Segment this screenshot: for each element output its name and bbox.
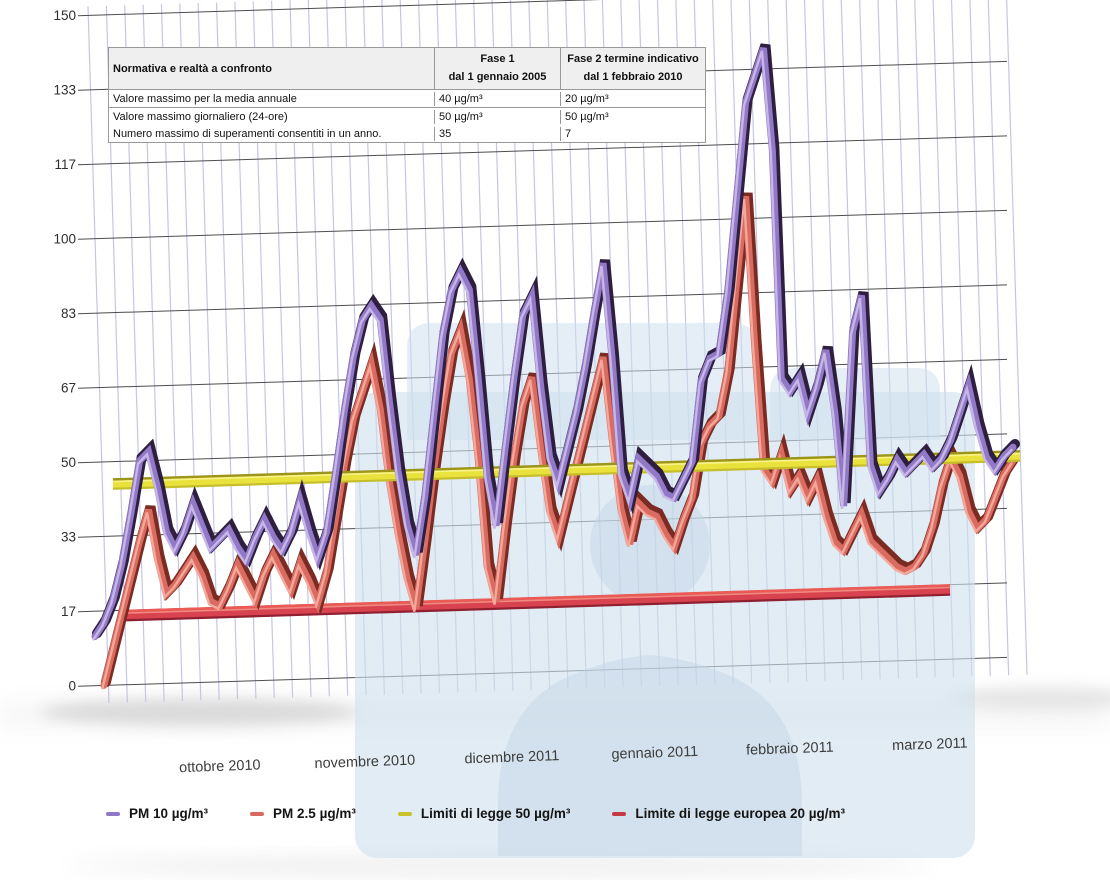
month-label: marzo 2011	[892, 735, 968, 754]
y-tick-label: 33	[61, 530, 76, 545]
y-tick-label: 67	[61, 381, 76, 396]
legend-dash-icon	[397, 811, 412, 816]
table-header-fase2-line1: Fase 2 termine indicativo	[567, 52, 699, 65]
x-axis-month-labels: ottobre 2010 novembre 2010 dicembre 2011 ge…	[179, 735, 968, 776]
y-tick-label: 50	[61, 455, 76, 470]
y-tick-label: 17	[61, 604, 76, 619]
y-tick-label: 83	[61, 306, 76, 321]
month-label: ottobre 2010	[179, 757, 261, 776]
y-tick-label: 117	[54, 157, 76, 172]
legend-dash-icon	[250, 811, 265, 816]
table-header-fase1-line2: dal 1 gennaio 2005	[448, 70, 547, 83]
chart-legend: PM 10 µg/m³ PM 2.5 µg/m³ Limiti di legge 5…	[106, 806, 845, 821]
legend-item: PM 2.5 µg/m³	[250, 806, 356, 821]
table-header-row: Normativa e realtà a confronto Fase 1 da…	[109, 48, 705, 90]
y-axis-tick-labels: 0 17 33 50 67 83 100 117 133 150	[53, 8, 76, 694]
table-cell: 35	[435, 126, 561, 141]
table-header-normativa: Normativa e realtà a confronto	[109, 48, 435, 89]
y-tick-label: 133	[53, 83, 76, 98]
table-cell: 50 µg/m³	[435, 109, 561, 124]
pm10-line	[91, 43, 1020, 641]
pm25-line	[100, 192, 1020, 690]
legend-label: PM 10 µg/m³	[129, 806, 209, 821]
legend-dash-icon	[612, 811, 627, 816]
table-cell: 50 µg/m³	[565, 110, 609, 123]
table-cell: 7	[565, 127, 572, 140]
legend-label: PM 2.5 µg/m³	[273, 806, 356, 821]
legend-label: Limite di legge europea 20 µg/m³	[635, 806, 845, 821]
month-label: gennaio 2011	[611, 744, 698, 763]
legend-label: Limiti di legge 50 µg/m³	[420, 806, 571, 821]
table-cell: 40 µg/m³	[435, 91, 561, 106]
table-row: Valore massimo per la media annuale 40 µg…	[109, 90, 705, 108]
normativa-table: Normativa e realtà a confronto Fase 1 da…	[108, 47, 706, 143]
table-body: Valore massimo per la media annuale 40 µg…	[109, 90, 705, 142]
table-cell: 20 µg/m³	[565, 92, 609, 105]
table-header-fase1-line1: Fase 1	[480, 52, 515, 65]
month-label: febbraio 2011	[746, 740, 834, 759]
legend-item: PM 10 µg/m³	[106, 806, 208, 821]
table-header-fase1: Fase 1 dal 1 gennaio 2005	[435, 48, 561, 89]
table-row: Numero massimo di superamenti consentiti…	[109, 125, 705, 142]
table-header-fase2: Fase 2 termine indicativo dal 1 febbraio…	[561, 48, 705, 89]
table-cell: Numero massimo di superamenti consentiti…	[109, 126, 435, 141]
person-silhouette-body	[498, 655, 802, 856]
y-tick-label: 0	[68, 679, 76, 694]
y-tick-label: 150	[53, 8, 76, 23]
legend-item: Limite di legge europea 20 µg/m³	[612, 806, 845, 821]
month-label: dicembre 2011	[464, 748, 559, 767]
limit-line-europea-20	[124, 584, 951, 622]
table-cell: Valore massimo giornaliero (24-ore)	[109, 109, 435, 124]
table-row: Valore massimo giornaliero (24-ore) 50 µg…	[109, 108, 705, 125]
legend-dash-icon	[106, 811, 120, 816]
month-label: novembre 2010	[314, 753, 415, 773]
y-tick-label: 100	[53, 232, 76, 247]
table-cell: Valore massimo per la media annuale	[109, 91, 435, 106]
table-header-fase2-line2: dal 1 febbraio 2010	[583, 70, 683, 83]
legend-item: Limiti di legge 50 µg/m³	[397, 806, 571, 821]
